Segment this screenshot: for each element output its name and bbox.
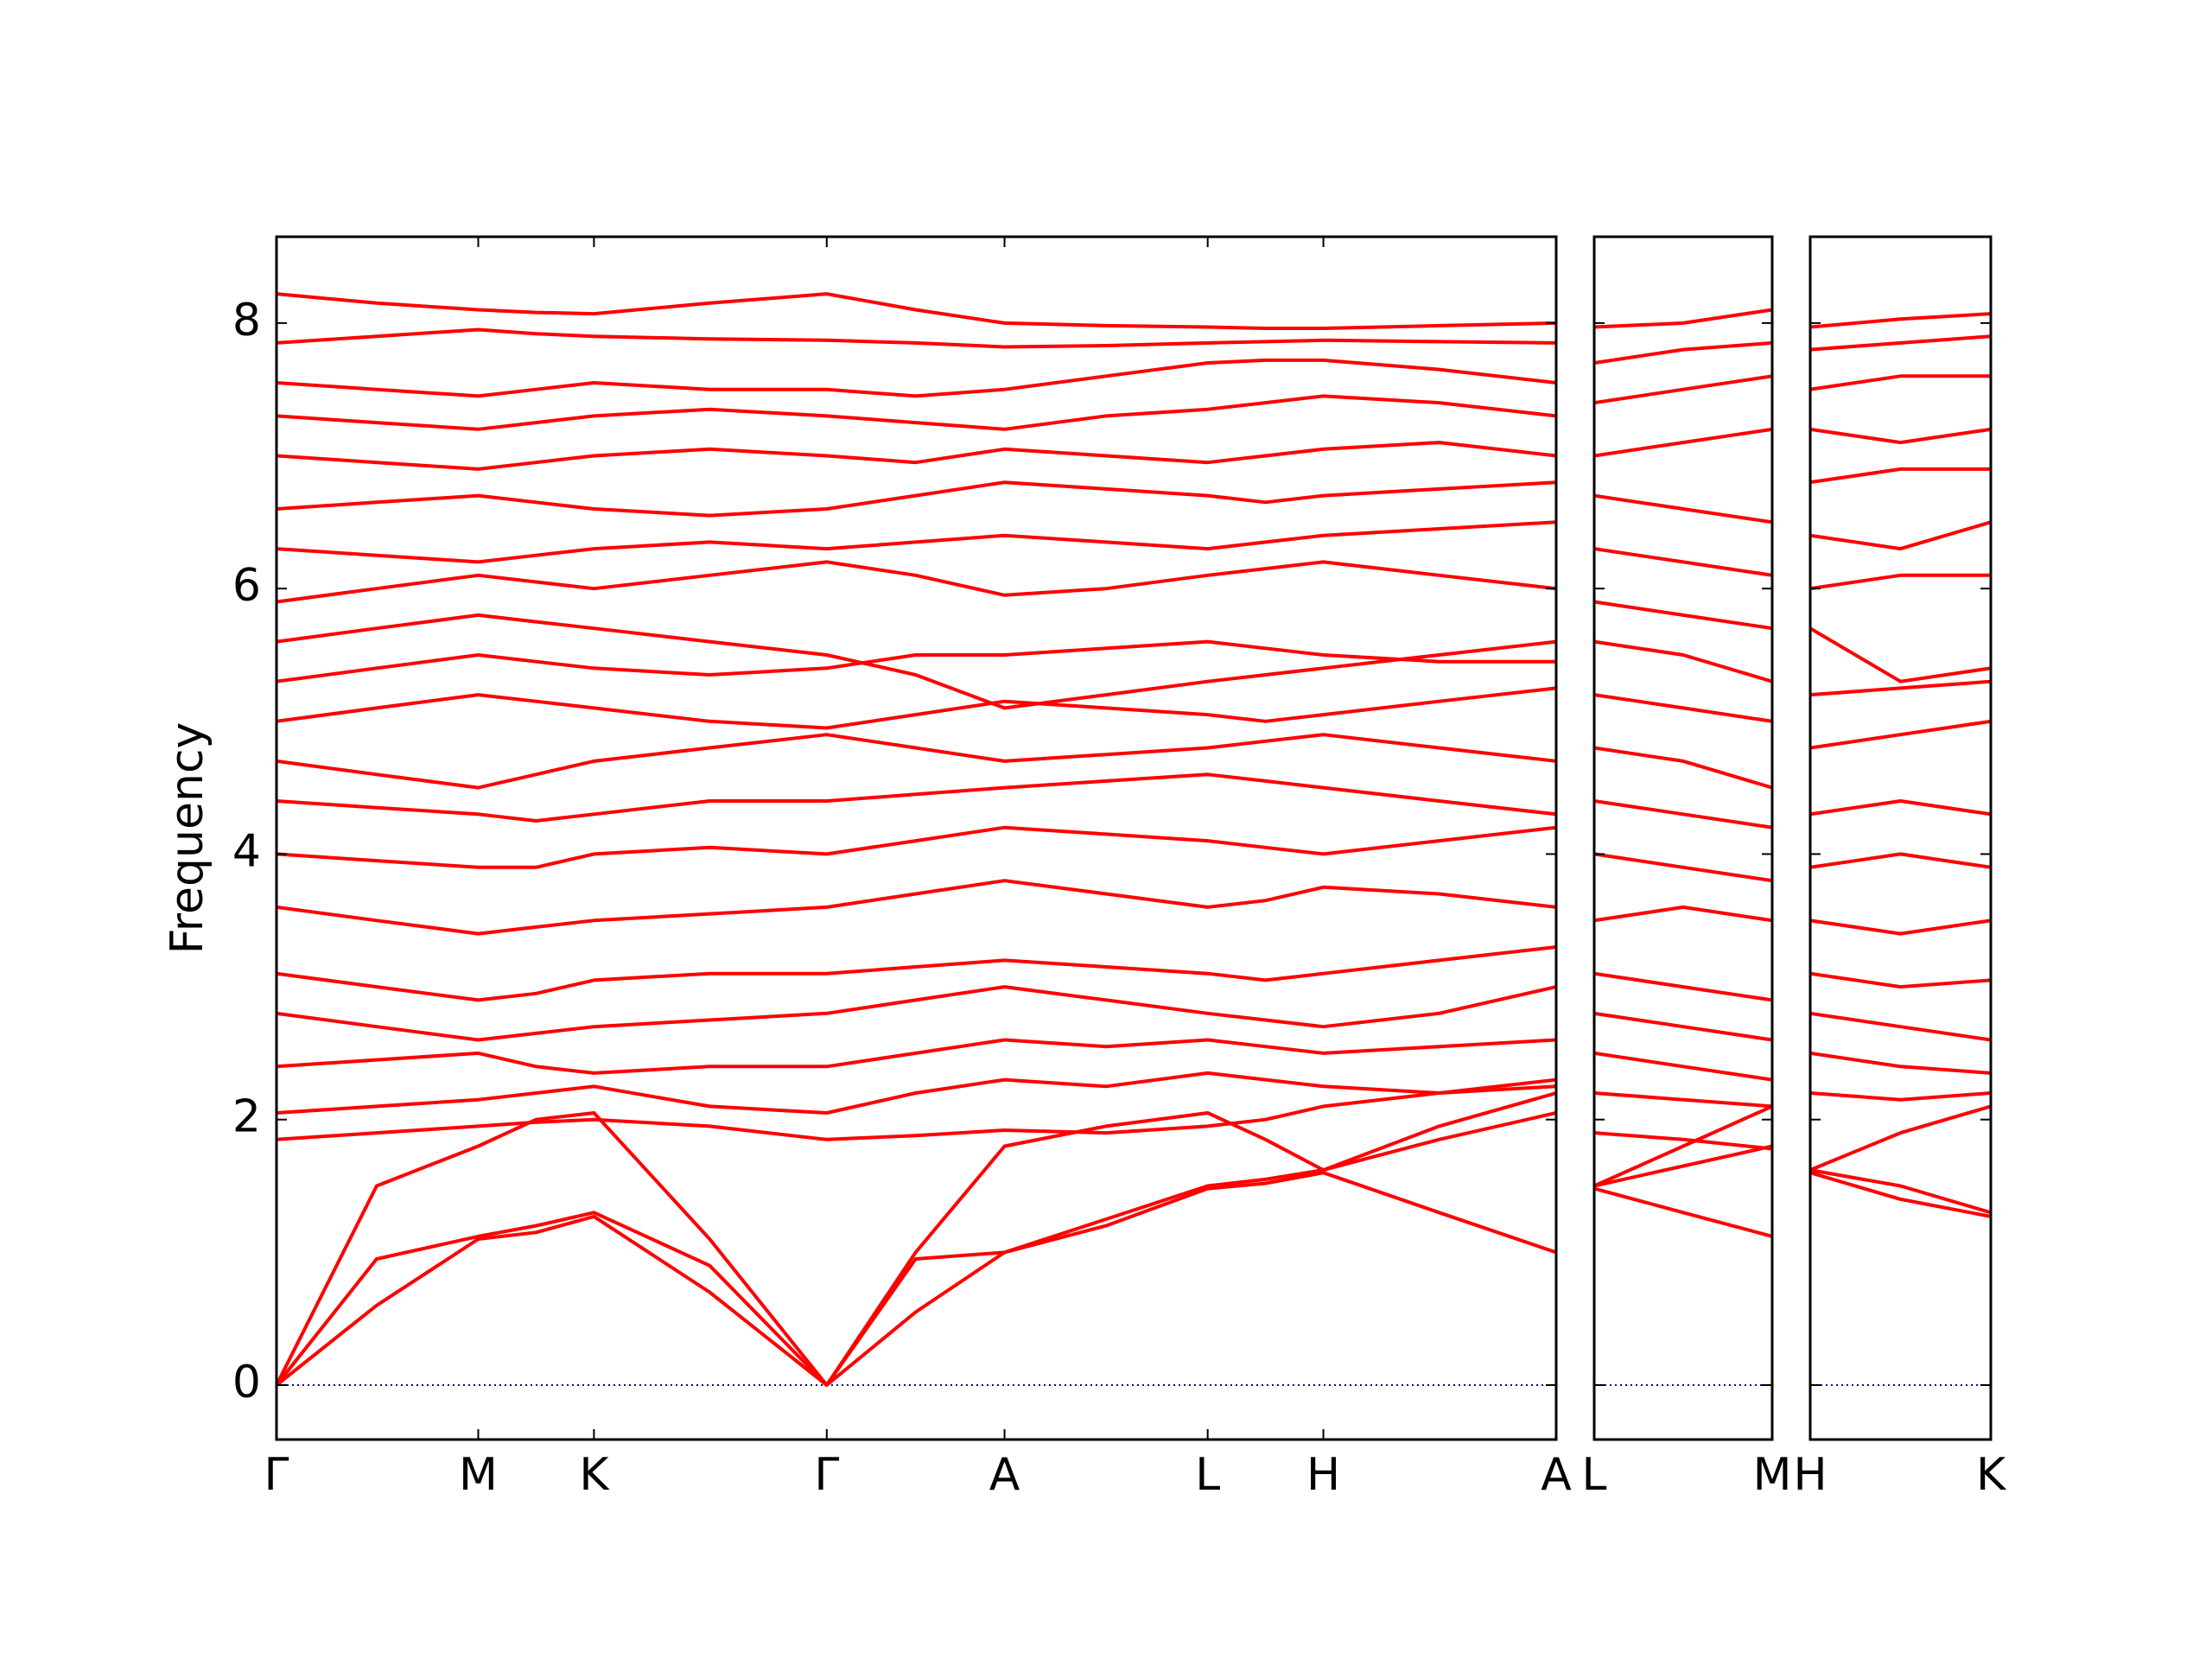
band-line [1810,334,1991,352]
band-line [1810,1091,1991,1102]
band-line [1594,1051,1772,1082]
y-tick-label: 2 [232,1091,261,1143]
band-line [1810,467,1991,485]
y-tick-label: 8 [232,295,261,346]
band-line [1810,1168,1991,1215]
band-line [1594,427,1772,458]
band-line [1594,1011,1772,1042]
band-line [1810,427,1991,445]
y-axis-label: Frequency [162,722,213,955]
band-line [1594,493,1772,524]
band-line [1594,693,1772,723]
band-line [1594,852,1772,883]
x-tick-label: K [579,1449,610,1501]
band-line [276,1071,1556,1115]
band-line [1594,799,1772,830]
band-line [1594,1091,1772,1109]
band-line [276,639,1556,683]
band-line [1810,918,1991,936]
x-tick-label: A [989,1449,1020,1501]
band-line [276,1171,1556,1387]
band-line [276,686,1556,730]
plot-frame [275,235,1558,1441]
band-line [276,772,1556,823]
band-line [1594,639,1772,683]
band-line [1810,679,1991,697]
x-tick-label: Γ [814,1449,839,1501]
band-line [276,441,1556,471]
x-tick-label: M [1753,1449,1792,1501]
band-line [1594,374,1772,405]
band-line [1810,1171,1991,1218]
band-line [276,945,1556,1002]
x-tick-label: L [1582,1449,1607,1501]
band-line [276,825,1556,869]
band-line [1594,1186,1772,1238]
x-tick-label: A [1541,1449,1572,1501]
band-line [1594,905,1772,923]
band-line [1810,573,1991,591]
x-tick-label: Γ [264,1449,289,1501]
band-line [1810,520,1991,551]
band-line [1810,719,1991,750]
band-line [1810,1051,1991,1075]
band-line [1810,1104,1991,1172]
band-line [1810,626,1991,683]
band-line [276,358,1556,398]
band-line [276,879,1556,936]
band-line [1594,547,1772,577]
plot-frame [1808,235,1993,1441]
y-tick-label: 6 [232,560,261,612]
band-line [1594,600,1772,631]
band-line [1594,746,1772,790]
band-line [276,394,1556,431]
band-line [276,985,1556,1042]
y-tick-label: 0 [232,1357,261,1408]
band-line [1810,374,1991,391]
band-line [1594,1104,1772,1188]
band-line [1594,308,1772,329]
x-tick-label: H [1306,1449,1340,1501]
x-tick-label: L [1195,1449,1220,1501]
band-line [276,1077,1556,1141]
band-line [1810,1011,1991,1042]
x-tick-label: H [1793,1449,1827,1501]
band-line [1594,340,1772,365]
band-line [1594,1144,1772,1188]
x-tick-label: M [459,1449,498,1501]
y-tick-label: 4 [232,825,261,877]
band-line [276,560,1556,604]
x-tick-label: K [1976,1449,2007,1501]
plot-frame [1592,235,1774,1441]
band-line [1810,852,1991,869]
band-line [276,1111,1556,1387]
band-line [1810,971,1991,989]
band-line [1594,971,1772,1002]
band-line [276,520,1556,564]
band-line [276,1038,1556,1075]
band-line [276,292,1556,330]
band-line [1810,799,1991,817]
band-line [276,1091,1556,1387]
band-line [276,613,1556,710]
band-line [276,327,1556,349]
band-line [276,733,1556,790]
band-line [1594,1131,1772,1151]
band-line [1810,312,1991,329]
band-line [276,480,1556,518]
